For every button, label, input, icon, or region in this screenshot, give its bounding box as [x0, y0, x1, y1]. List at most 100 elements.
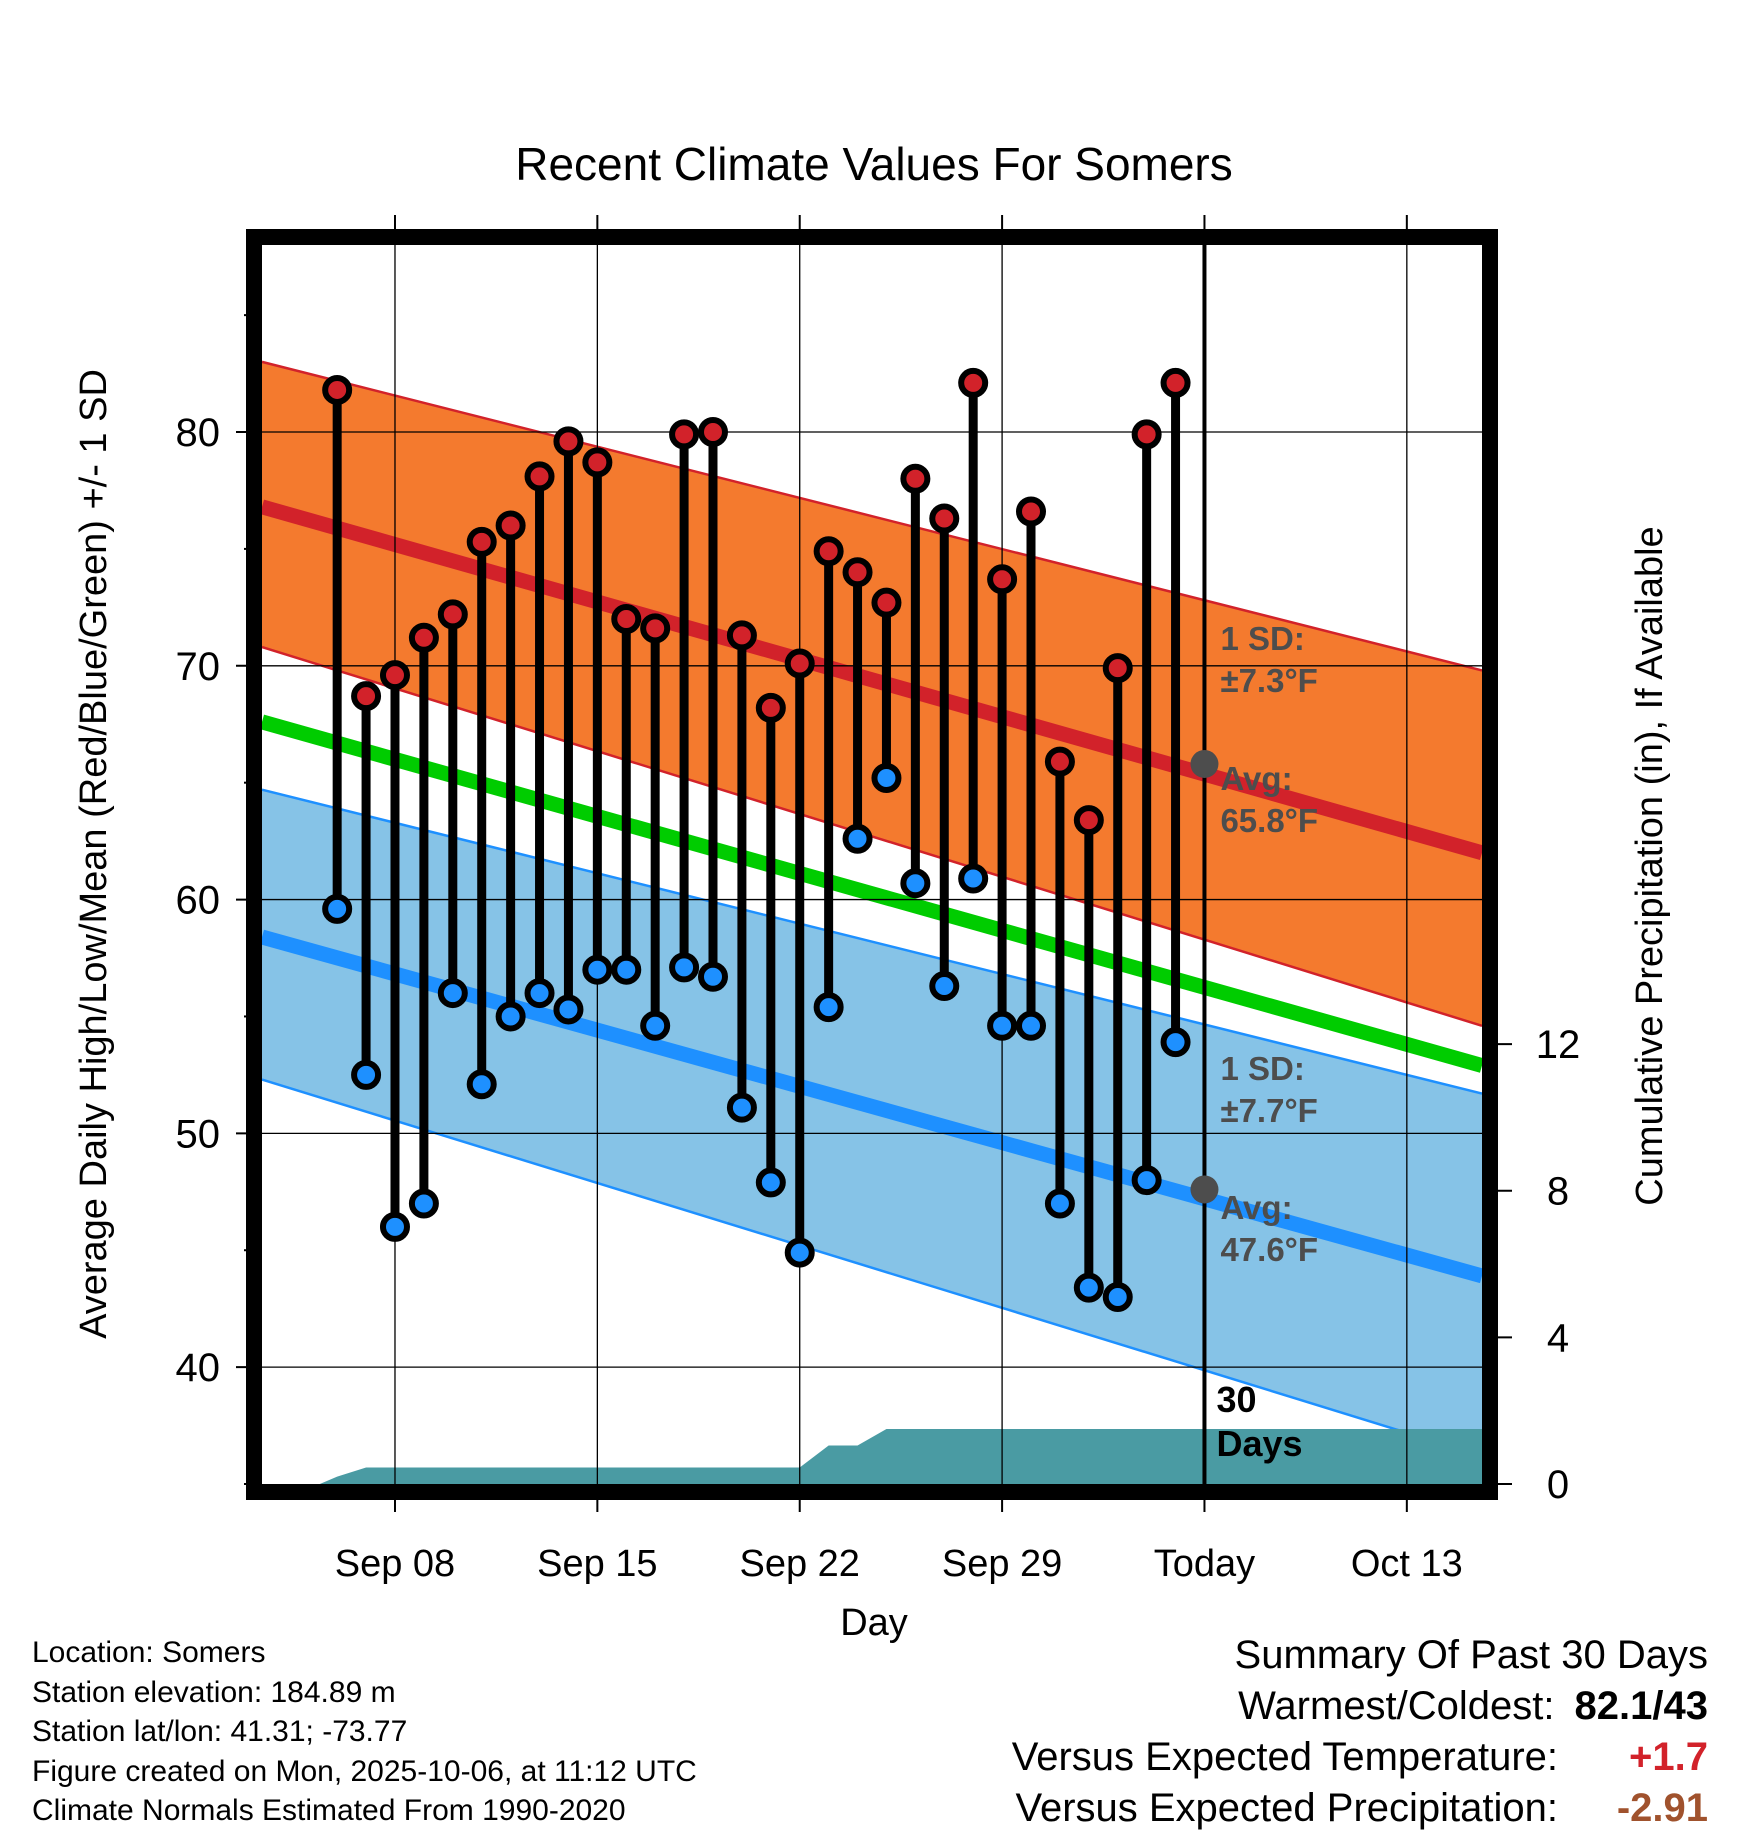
daily-high-point [553, 426, 584, 457]
summary-precip: Versus Expected Precipitation: -2.91 [1012, 1783, 1708, 1834]
daily-low-point [726, 1092, 757, 1123]
y-tick-label: 40 [176, 1346, 221, 1390]
daily-low-point [871, 763, 902, 794]
high-upper-edge [261, 360, 1483, 672]
high-sd-value: ±7.3°F [1220, 662, 1317, 699]
daily-low-point [1131, 1165, 1162, 1196]
summary-warm-cold: Warmest/Coldest: 82.1/43 [1012, 1681, 1708, 1732]
high-normal-line [259, 499, 1485, 861]
daily-high-point [900, 463, 931, 494]
x-tick-label: Sep 22 [739, 1543, 859, 1585]
daily-high-point [322, 374, 353, 405]
daily-high-point [842, 557, 873, 588]
created-text: Figure created on Mon, 2025-10-06, at 11… [32, 1754, 697, 1788]
x-tick-label: Sep 08 [335, 1543, 455, 1585]
temp-anomaly-value: +1.7 [1629, 1735, 1708, 1779]
daily-low-point [1160, 1027, 1191, 1058]
temp-anomaly-label: Versus Expected Temperature: [1011, 1735, 1558, 1779]
low-sd-value: ±7.7°F [1220, 1092, 1317, 1129]
x-tick-label: Sep 15 [537, 1543, 657, 1585]
daily-high-point [755, 692, 786, 723]
daily-high-point [640, 613, 671, 644]
daily-low-point [1073, 1272, 1104, 1303]
daily-high-point [929, 503, 960, 534]
warm-cold-value: 82.1/43 [1574, 1684, 1708, 1728]
daily-high-point [784, 648, 815, 679]
high-avg-label: Avg: [1220, 760, 1292, 797]
daily-high-point [958, 367, 989, 398]
y2-tick-label: 8 [1547, 1170, 1569, 1214]
daily-low-point [755, 1167, 786, 1198]
y-tick-label: 60 [176, 879, 221, 923]
daily-low-point [958, 863, 989, 894]
high-avg-value: 65.8°F [1220, 802, 1318, 839]
daily-low-point [611, 954, 642, 985]
daily-high-point [669, 419, 700, 450]
plot-frame [246, 229, 1498, 1500]
daily-low-point [351, 1059, 382, 1090]
daily-high-point [1044, 746, 1075, 777]
daily-high-point [1016, 496, 1047, 527]
daily-low-point [553, 994, 584, 1025]
x-tick-label: Oct 13 [1351, 1543, 1463, 1585]
daily-high-point [813, 536, 844, 567]
summary-title: Summary Of Past 30 Days [1234, 1633, 1708, 1677]
low-lower-edge [261, 1078, 1483, 1458]
days-label-text: Days [1216, 1423, 1302, 1464]
y2-tick-label: 4 [1547, 1316, 1569, 1360]
daily-high-point [524, 461, 555, 492]
daily-high-point [1102, 653, 1133, 684]
x-tick-label: Today [1154, 1543, 1255, 1585]
y-tick-label: 80 [176, 411, 221, 455]
daily-high-point [871, 587, 902, 618]
high-sd-label: 1 SD: [1220, 620, 1304, 657]
y-axis-label: Average Daily High/Low/Mean (Red/Blue/Gr… [73, 369, 115, 1339]
daily-low-point [929, 971, 960, 1002]
daily-low-point [1044, 1188, 1075, 1219]
daily-high-point [408, 622, 439, 653]
x-axis-label: Day [840, 1602, 908, 1644]
latlon-text: Station lat/lon: 41.31; -73.77 [32, 1715, 408, 1748]
daily-low-point [322, 893, 353, 924]
daily-high-point [1073, 805, 1104, 836]
daily-low-point [495, 1001, 526, 1032]
daily-high-point [726, 620, 757, 651]
low-avg-value: 47.6°F [1220, 1231, 1318, 1268]
precip-anomaly-value: -2.91 [1616, 1786, 1708, 1830]
days-label-number: 30 [1216, 1379, 1256, 1420]
y2-axis-label: Cumulative Precipitation (in), If Availa… [1629, 526, 1671, 1205]
elevation-text: Station elevation: 184.89 m [32, 1675, 396, 1709]
low-sd-label: 1 SD: [1220, 1050, 1304, 1087]
daily-low-point [582, 954, 613, 985]
y-tick-label: 50 [176, 1112, 221, 1156]
daily-high-point [351, 681, 382, 712]
chart-title: Recent Climate Values For Somers [515, 138, 1233, 190]
daily-high-point [1160, 367, 1191, 398]
daily-high-point [697, 417, 728, 448]
daily-high-point [987, 564, 1018, 595]
daily-low-point [437, 978, 468, 1009]
daily-low-point [379, 1211, 410, 1242]
daily-low-point [784, 1237, 815, 1268]
daily-high-point [437, 599, 468, 630]
precip-area [319, 1429, 1482, 1484]
mean-normal-line [259, 714, 1485, 1073]
low-upper-edge [261, 788, 1483, 1095]
daily-low-point [1016, 1010, 1047, 1041]
daily-high-point [466, 526, 497, 557]
location-text: Location: Somers [32, 1636, 266, 1669]
daily-low-point [408, 1188, 439, 1219]
daily-low-point [669, 952, 700, 983]
normals-text: Climate Normals Estimated From 1990-2020 [32, 1794, 626, 1827]
daily-high-point [379, 660, 410, 691]
daily-high-point [611, 604, 642, 635]
daily-low-point [1102, 1281, 1133, 1312]
daily-low-point [640, 1010, 671, 1041]
daily-low-point [842, 823, 873, 854]
precip-anomaly-label: Versus Expected Precipitation: [1015, 1786, 1558, 1830]
y2-tick-label: 12 [1536, 1023, 1581, 1067]
summary-panel: Summary Of Past 30 Days Warmest/Coldest:… [1012, 1630, 1708, 1834]
station-info: Location: Somers Station elevation: 184.… [32, 1633, 697, 1831]
summary-temp: Versus Expected Temperature: +1.7 [1012, 1732, 1708, 1783]
daily-low-point [987, 1010, 1018, 1041]
